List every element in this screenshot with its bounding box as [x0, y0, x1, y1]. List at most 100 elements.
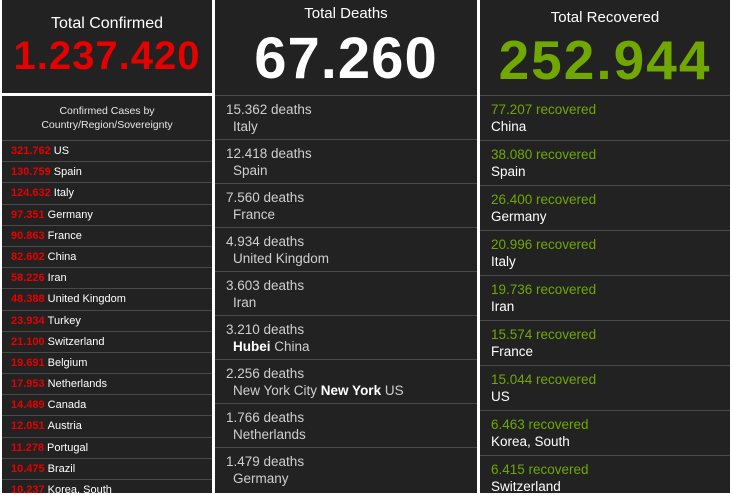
total-recovered-panel: Total Recovered 252.944 77.207 recovered…: [480, 0, 730, 493]
recovered-count: 20.996 recovered: [491, 237, 597, 252]
country-name: Italy: [53, 187, 74, 200]
list-item[interactable]: 58.226 Iran: [2, 267, 212, 288]
location: Germany: [226, 470, 477, 487]
list-item[interactable]: 10.475 Brazil: [2, 457, 212, 479]
list-item[interactable]: 3.603 deaths Iran: [215, 271, 477, 315]
list-item[interactable]: 17.953 Netherlands: [2, 373, 212, 394]
list-item[interactable]: 12.418 deaths Spain: [215, 139, 477, 183]
confirmed-count: 90.863: [11, 229, 45, 242]
list-item[interactable]: 14.489 Canada: [2, 394, 212, 415]
location: Spain: [226, 162, 477, 179]
list-item[interactable]: 321.762 US: [2, 140, 212, 161]
list-item[interactable]: 48.388 United Kingdom: [2, 288, 212, 309]
country-name: Switzerland: [491, 479, 561, 493]
list-item[interactable]: 4.934 deaths United Kingdom: [215, 227, 477, 271]
list-item[interactable]: 15.362 deaths Italy: [215, 95, 477, 139]
location: France: [226, 206, 477, 223]
list-item[interactable]: 6.463 recovered Korea, South: [480, 410, 730, 455]
list-item[interactable]: 77.207 recovered China: [480, 95, 730, 140]
recovered-count: 6.415 recovered: [491, 462, 589, 477]
recovered-count: 26.400 recovered: [491, 192, 597, 207]
location-country: Italy: [233, 119, 258, 134]
death-count: 7.560 deaths: [226, 190, 305, 205]
location: Iran: [226, 294, 477, 311]
list-item[interactable]: 15.574 recovered France: [480, 320, 730, 365]
list-item[interactable]: 1.766 deaths Netherlands: [215, 403, 477, 447]
country-name: Netherlands: [47, 378, 107, 391]
location-country: Iran: [233, 295, 257, 310]
list-item[interactable]: 19.736 recovered Iran: [480, 275, 730, 320]
list-item[interactable]: 15.044 recovered US: [480, 365, 730, 410]
list-item[interactable]: 10.237 Korea, South: [2, 479, 212, 493]
total-recovered-value: 252.944: [498, 29, 712, 91]
location-prefix: New York City: [233, 383, 321, 398]
list-item[interactable]: 21.100 Switzerland: [2, 330, 212, 352]
list-item[interactable]: 11.278 Portugal: [2, 436, 212, 458]
location-region: Hubei: [233, 339, 271, 354]
location-country: United Kingdom: [233, 251, 330, 266]
location: United Kingdom: [226, 250, 477, 267]
list-item[interactable]: 97.351 Germany: [2, 203, 212, 225]
list-item[interactable]: 19.691 Belgium: [2, 351, 212, 373]
list-item[interactable]: 12.051 Austria: [2, 415, 212, 436]
list-item[interactable]: 38.080 recovered Spain: [480, 140, 730, 185]
death-count: 3.603 deaths: [226, 278, 305, 293]
country-name: United Kingdom: [47, 293, 126, 306]
list-item[interactable]: 23.934 Turkey: [2, 309, 212, 331]
confirmed-count: 48.388: [11, 293, 45, 306]
list-item[interactable]: 20.996 recovered Italy: [480, 230, 730, 275]
country-name: Austria: [47, 420, 82, 433]
country-name: Korea, South: [491, 434, 570, 449]
confirmed-count: 19.691: [11, 356, 45, 369]
deaths-list: 15.362 deaths Italy 12.418 deaths Spain 7.56…: [215, 95, 477, 491]
country-name: Brazil: [47, 462, 76, 475]
list-item[interactable]: 6.415 recovered Switzerland: [480, 455, 730, 493]
location: Hubei China: [226, 338, 477, 355]
country-name: Spain: [53, 166, 82, 179]
location-country: Spain: [233, 163, 268, 178]
location-country: China: [270, 339, 310, 354]
list-item[interactable]: 82.602 China: [2, 245, 212, 267]
list-item[interactable]: 26.400 recovered Germany: [480, 185, 730, 230]
list-item[interactable]: 3.210 deaths Hubei China: [215, 315, 477, 359]
list-item[interactable]: 1.479 deaths Germany: [215, 447, 477, 491]
list-item[interactable]: 7.560 deaths France: [215, 183, 477, 227]
recovered-list: 77.207 recovered China 38.080 recovered Spa…: [480, 95, 730, 493]
death-count: 15.362 deaths: [226, 102, 312, 117]
country-name: Canada: [47, 399, 87, 412]
country-name: US: [53, 145, 70, 157]
country-name: Iran: [491, 299, 515, 314]
confirmed-count: 21.100: [11, 335, 45, 348]
confirmed-count: 82.602: [11, 250, 45, 263]
confirmed-count: 23.934: [11, 314, 45, 327]
recovered-count: 15.574 recovered: [491, 327, 597, 342]
country-name: Germany: [47, 208, 93, 221]
list-item[interactable]: 124.632 Italy: [2, 182, 212, 203]
total-deaths-value: 67.260: [254, 26, 438, 91]
confirmed-count: 10.475: [11, 462, 45, 475]
country-name: Iran: [47, 272, 67, 285]
country-name: Portugal: [47, 441, 89, 454]
recovered-count: 6.463 recovered: [491, 417, 589, 432]
location: Italy: [226, 118, 477, 135]
country-name: Germany: [491, 209, 547, 224]
list-item[interactable]: 130.759 Spain: [2, 161, 212, 182]
confirmed-count: 10.237: [11, 484, 45, 493]
location-country: France: [233, 207, 276, 222]
country-name: France: [47, 229, 82, 242]
location-country: US: [381, 383, 404, 398]
list-item[interactable]: 90.863 France: [2, 224, 212, 246]
recovered-count: 19.736 recovered: [491, 282, 597, 297]
death-count: 1.479 deaths: [226, 454, 305, 469]
list-item[interactable]: 2.256 deaths New York City New York US: [215, 359, 477, 403]
confirmed-count: 17.953: [11, 378, 45, 391]
country-name: Spain: [491, 164, 526, 179]
location: New York City New York US: [226, 382, 477, 399]
total-confirmed-panel: Total Confirmed 1.237.420: [2, 0, 212, 93]
country-name: Italy: [491, 254, 516, 269]
recovered-count: 15.044 recovered: [491, 372, 597, 387]
confirmed-list: 321.762 US 130.759 Spain 124.632 Italy 97.351 G…: [2, 140, 212, 493]
confirmed-count: 130.759: [11, 166, 51, 179]
confirmed-count: 321.762: [11, 145, 51, 157]
confirmed-list-header: Confirmed Cases by Country/Region/Sovere…: [41, 105, 173, 131]
